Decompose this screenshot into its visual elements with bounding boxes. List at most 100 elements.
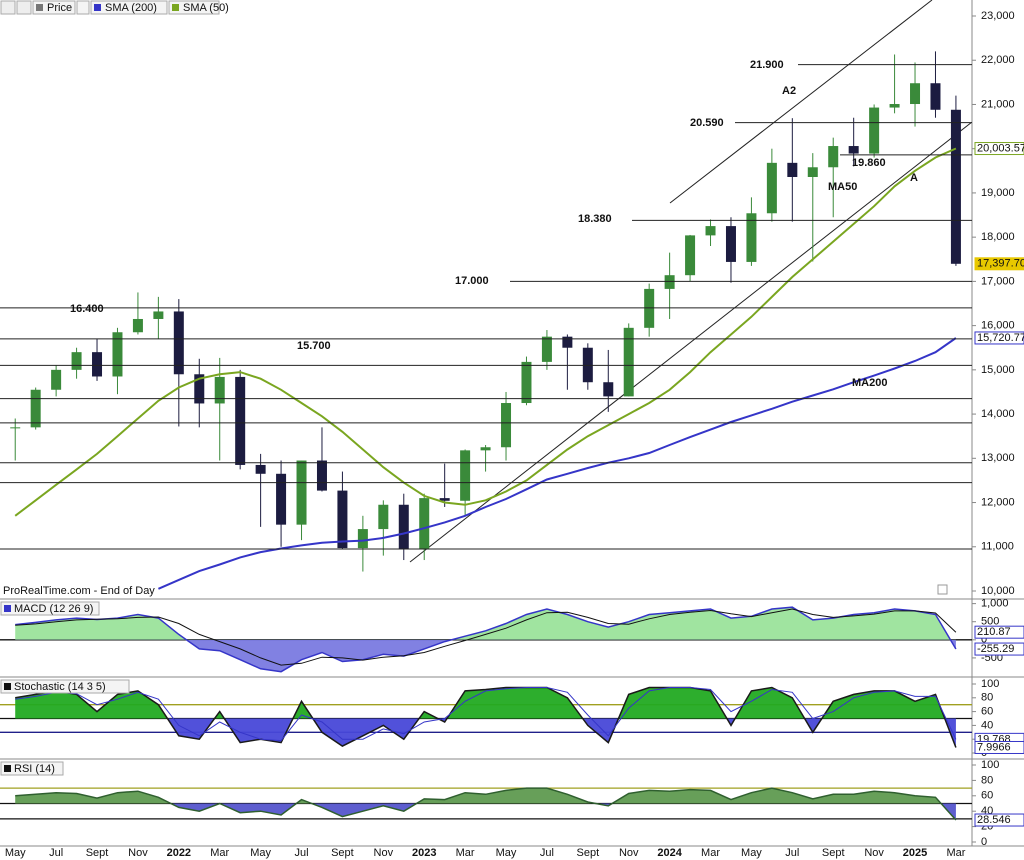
candle-body	[685, 235, 696, 276]
candle-body	[603, 382, 614, 397]
candle-body	[562, 336, 573, 348]
indicator-line	[15, 686, 957, 748]
legend-swatch	[172, 4, 179, 11]
level-label: 19.860	[852, 157, 886, 169]
value-marker-label: 210.87	[977, 626, 1011, 638]
value-marker	[974, 142, 1024, 156]
area-fill	[15, 788, 956, 804]
candle-body	[828, 146, 839, 168]
candle-body	[132, 318, 143, 333]
source-note: ProRealTime.com - End of Day	[3, 585, 155, 597]
legend-swatch	[36, 4, 43, 11]
sma-line	[158, 337, 957, 590]
y-tick-label: 500	[981, 616, 999, 628]
x-tick-label: 2024	[657, 847, 682, 859]
x-tick-label: Sept	[331, 847, 354, 859]
legend-entry[interactable]	[32, 0, 76, 15]
x-tick-label: Nov	[128, 847, 148, 859]
tool-button[interactable]	[16, 0, 32, 15]
x-tick-label: Jul	[49, 847, 63, 859]
x-tick-label: May	[496, 847, 517, 859]
candle-body	[705, 226, 716, 236]
x-tick-label: Sept	[577, 847, 600, 859]
candle-body	[71, 352, 82, 370]
candle-body	[173, 311, 184, 375]
value-marker-label: 20,003.57	[977, 142, 1024, 154]
value-marker	[974, 813, 1024, 827]
y-tick-label: 16,000	[981, 320, 1015, 332]
x-tick-label: Mar	[701, 847, 720, 859]
value-marker	[974, 642, 1024, 656]
candle-body	[316, 460, 327, 491]
x-tick-label: Sept	[86, 847, 109, 859]
level-label: 18.380	[578, 213, 612, 225]
level-label: 16.400	[70, 303, 104, 315]
candle-body	[214, 376, 225, 404]
candle-body	[869, 107, 880, 154]
area-fill	[15, 803, 956, 820]
candle-body	[664, 275, 675, 289]
panel-title: MACD (12 26 9)	[14, 603, 93, 615]
candle-body	[521, 361, 532, 404]
level-label: 20.590	[690, 117, 724, 129]
y-tick-label: 23,000	[981, 10, 1015, 22]
x-tick-label: Jul	[540, 847, 554, 859]
panel-title-box	[0, 601, 100, 616]
x-tick-label: May	[5, 847, 26, 859]
tool-button[interactable]	[76, 0, 90, 15]
area-fill	[15, 687, 956, 719]
x-tick-label: Mar	[210, 847, 229, 859]
annotation: A	[910, 172, 918, 184]
value-marker	[974, 740, 1024, 754]
candle-body	[296, 460, 307, 525]
trend-line	[669, 0, 933, 204]
level-label: 15.700	[297, 340, 331, 352]
value-marker-label: -255.29	[977, 643, 1014, 655]
panel-title: Stochastic (14 3 5)	[14, 681, 106, 693]
info-icon[interactable]	[937, 584, 948, 595]
candle-body	[92, 352, 103, 377]
x-tick-label: Nov	[864, 847, 884, 859]
legend-label: SMA (200)	[105, 2, 157, 14]
y-tick-label: 100	[981, 759, 999, 771]
y-tick-label: 60	[981, 706, 993, 718]
candle-body	[439, 498, 450, 501]
panel-title-box	[0, 679, 130, 694]
candle-body	[848, 146, 859, 154]
legend-label: SMA (50)	[183, 2, 229, 14]
x-tick-label: May	[250, 847, 271, 859]
x-tick-label: 2022	[167, 847, 191, 859]
indicator-line	[15, 606, 957, 673]
value-marker	[974, 257, 1024, 271]
candle-body	[276, 473, 287, 525]
tool-button[interactable]	[0, 0, 16, 15]
candle-body	[255, 464, 266, 474]
candle-body	[766, 162, 777, 214]
y-tick-label: 11,000	[981, 541, 1014, 553]
value-marker	[974, 625, 1024, 639]
candle-body	[807, 167, 818, 177]
x-tick-label: Nov	[374, 847, 394, 859]
candle-body	[357, 529, 368, 549]
panel-title-swatch	[4, 683, 11, 690]
value-marker-label: 15,720.77	[977, 332, 1024, 344]
annotation: MA200	[852, 377, 887, 389]
panel-title-swatch	[4, 605, 11, 612]
y-tick-label: 100	[981, 678, 999, 690]
level-label: 21.900	[750, 59, 784, 71]
candle-body	[746, 213, 757, 262]
area-fill	[15, 607, 951, 640]
candle-body	[460, 450, 471, 501]
level-label: 17.000	[455, 275, 489, 287]
y-tick-label: 12,000	[981, 496, 1015, 508]
y-tick-label: 22,000	[981, 54, 1015, 66]
value-marker-label: 17,397.70	[977, 258, 1024, 270]
legend-swatch	[94, 4, 101, 11]
y-tick-label: 13,000	[981, 452, 1015, 464]
x-tick-label: 2023	[412, 847, 436, 859]
panel	[0, 787, 972, 821]
legend-entry[interactable]	[90, 0, 168, 15]
y-tick-label: 21,000	[981, 98, 1015, 110]
value-marker	[974, 331, 1024, 345]
legend-entry[interactable]	[168, 0, 220, 15]
